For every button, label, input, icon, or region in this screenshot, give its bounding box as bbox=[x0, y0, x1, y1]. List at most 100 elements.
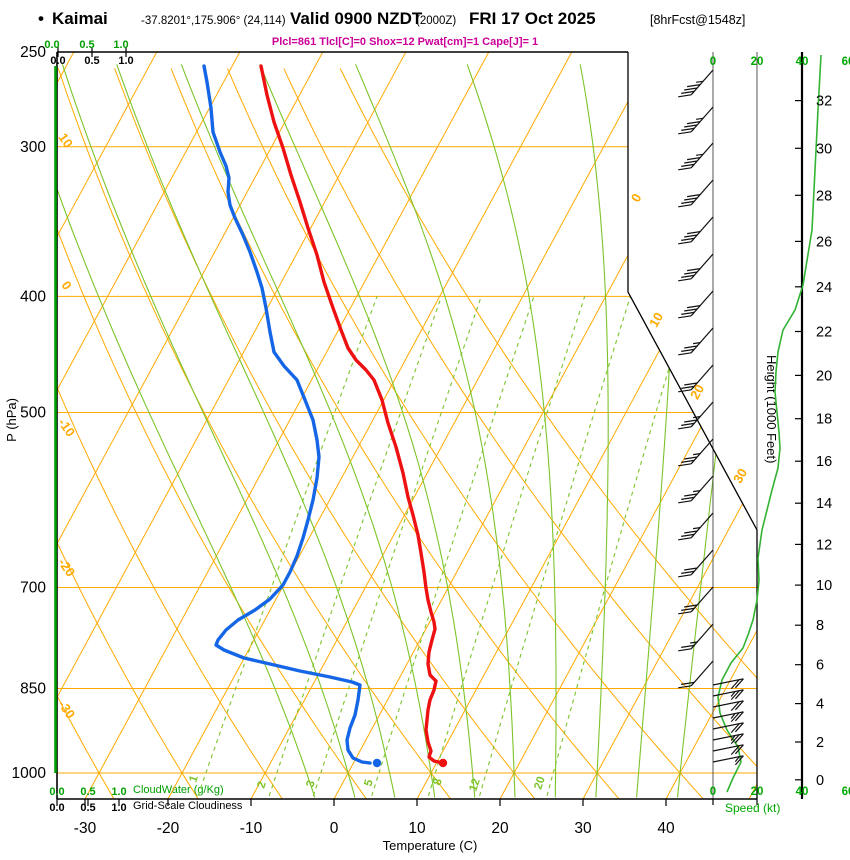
wind-barb-stroke bbox=[678, 204, 692, 208]
wind-barb-stroke bbox=[681, 274, 695, 278]
wind-barb bbox=[678, 142, 714, 171]
mixing-ratio-label: 3 bbox=[304, 779, 317, 789]
moist-adiabat-line bbox=[466, 64, 557, 798]
mixing-ratio-line bbox=[479, 296, 631, 797]
wind-barb-stroke bbox=[684, 382, 698, 386]
wind-barb-stroke bbox=[687, 305, 701, 309]
station-name: Kaimai bbox=[52, 9, 108, 28]
temperature-tick-label: -30 bbox=[74, 820, 97, 837]
dry-adiabat-line bbox=[283, 68, 757, 799]
cloudiness-scale-value-bottom: 0.0 bbox=[49, 802, 64, 814]
wind-barb-stroke bbox=[690, 290, 714, 317]
moist-adiabat-line bbox=[259, 64, 476, 798]
wind-barb-stroke bbox=[678, 574, 692, 578]
mixing-ratio-label: 5 bbox=[362, 778, 376, 788]
cloudiness-scale-value-bottom: 0.5 bbox=[80, 802, 95, 814]
wind-barb-stroke bbox=[690, 475, 714, 502]
cloudwater-scale-value-bottom: 0.0 bbox=[49, 786, 64, 798]
wind-barb bbox=[678, 290, 714, 319]
wind-barb-stroke bbox=[734, 722, 744, 733]
wind-barb-stroke bbox=[687, 84, 701, 88]
wind-barb-stroke bbox=[678, 167, 692, 171]
height-tick-label: 28 bbox=[816, 188, 832, 204]
wind-barb-stroke bbox=[681, 163, 695, 167]
wind-barb-stroke bbox=[690, 179, 714, 206]
speed-tick-label-bottom: 60 bbox=[842, 786, 850, 798]
pressure-tick-label: 400 bbox=[20, 288, 46, 305]
temperature-curve bbox=[259, 64, 445, 765]
wind-barb-stroke bbox=[734, 755, 744, 766]
height-tick-label: 8 bbox=[816, 618, 824, 634]
wind-barb-stroke bbox=[690, 327, 714, 354]
height-tick-label: 18 bbox=[816, 412, 832, 428]
dry-adiabat-label: 10 bbox=[55, 130, 76, 150]
wind-barb-stroke bbox=[690, 364, 714, 391]
isotherm-label: 10 bbox=[646, 310, 666, 330]
wind-barb-stroke bbox=[678, 611, 692, 615]
isotherm-line bbox=[57, 52, 241, 799]
station-coordinates: -37.8201°,175.906° (24,114) bbox=[141, 15, 286, 27]
pressure-tick-label: 500 bbox=[20, 405, 46, 422]
wind-barb-stroke bbox=[690, 586, 714, 613]
temperature-tick-label: -10 bbox=[240, 820, 263, 837]
cloudiness-scale-value-bottom: 1.0 bbox=[111, 802, 126, 814]
dry-adiabat-line bbox=[226, 68, 704, 799]
pressure-tick-label: 850 bbox=[20, 680, 46, 697]
ticks-layer bbox=[56, 47, 802, 806]
cloudiness-scale-title: Grid-Scale Cloudiness bbox=[133, 800, 243, 812]
isotherm-line bbox=[167, 52, 573, 799]
temperature-tick-label: 20 bbox=[491, 820, 509, 837]
wind-barb-stroke bbox=[678, 500, 692, 504]
wind-barb bbox=[678, 327, 714, 356]
wind-speed-profile bbox=[717, 54, 822, 793]
wind-barb-stroke bbox=[696, 80, 704, 83]
mixing-ratio-label: 20 bbox=[532, 775, 547, 791]
speed-tick-label-bottom: 40 bbox=[796, 786, 809, 798]
wind-barb-stroke bbox=[687, 268, 701, 272]
wind-barb-stroke bbox=[730, 723, 740, 733]
wind-barb-stroke bbox=[693, 416, 701, 419]
wind-barb-stroke bbox=[684, 604, 698, 608]
wind-barb-stroke bbox=[693, 453, 701, 456]
wind-barb-stroke bbox=[690, 142, 714, 169]
wind-barb-stroke bbox=[696, 153, 704, 156]
speed-tick-label-top: 20 bbox=[751, 56, 764, 68]
wind-barb-stroke bbox=[730, 679, 740, 689]
wind-barb-stroke bbox=[681, 311, 695, 315]
wind-barb bbox=[678, 549, 714, 578]
height-tick-label: 20 bbox=[816, 368, 832, 384]
wind-barb-stroke bbox=[681, 644, 695, 648]
dry-adiabat-label: -20 bbox=[55, 555, 78, 579]
speed-tick-label-bottom: 0 bbox=[710, 786, 716, 798]
wind-barb-stroke bbox=[734, 700, 744, 711]
wind-barb-stroke bbox=[684, 530, 698, 534]
wind-barb-stroke bbox=[684, 308, 698, 312]
wind-barb-stroke bbox=[684, 345, 698, 349]
mixing-ratio-label: 1 bbox=[187, 774, 201, 784]
wind-barb bbox=[678, 364, 714, 393]
wind-barb bbox=[678, 216, 714, 245]
isotherm-line bbox=[250, 52, 656, 799]
wind-barb-stroke bbox=[684, 567, 698, 571]
wind-barb-stroke bbox=[690, 401, 714, 428]
isotherm-line bbox=[748, 52, 757, 799]
cloudwater-scale-value-top: 0.0 bbox=[44, 39, 59, 51]
wind-barb-stroke bbox=[681, 237, 695, 241]
speed-axis-title: Speed (kt) bbox=[725, 801, 781, 815]
wind-barb-stroke bbox=[678, 278, 692, 282]
surface-dewpoint-dot bbox=[372, 758, 382, 768]
temperature-tick-label: 40 bbox=[657, 820, 675, 837]
temperature-tick-label: 10 bbox=[408, 820, 426, 837]
surface-temperature-dot bbox=[438, 758, 448, 768]
height-tick-label: 4 bbox=[816, 697, 824, 713]
isotherm-label: 20 bbox=[687, 382, 707, 402]
wind-barb-stroke bbox=[678, 241, 692, 245]
valid-time-utc: (2000Z) bbox=[416, 15, 457, 27]
wind-barb-stroke bbox=[690, 512, 714, 539]
isotherm-line bbox=[665, 52, 757, 799]
cloudwater-scale-value-top: 1.0 bbox=[113, 39, 128, 51]
wind-barb bbox=[678, 660, 714, 689]
wind-barb-stroke bbox=[730, 734, 740, 744]
valid-time: Valid 0900 NZDT bbox=[290, 9, 423, 28]
